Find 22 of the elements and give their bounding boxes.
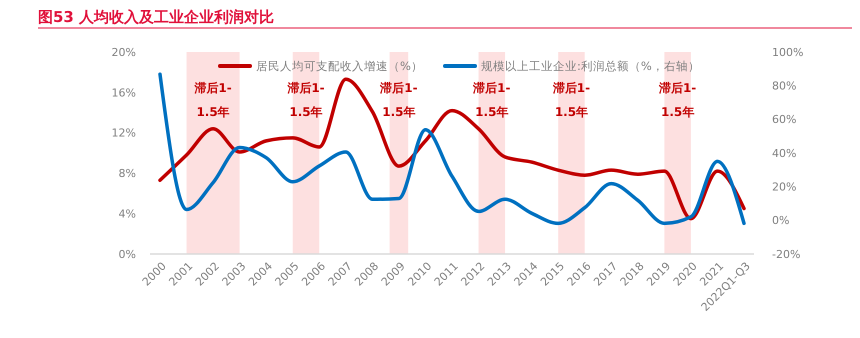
y-tick-label: 16% xyxy=(112,86,136,100)
legend-label: 居民人均可支配收入增速（%） xyxy=(256,59,423,74)
chart-title: 图53 人均收入及工业企业利润对比 xyxy=(38,8,274,26)
y2-tick-label: 20% xyxy=(772,180,796,194)
y-tick-label: 12% xyxy=(112,126,136,140)
y2-tick-label: 80% xyxy=(772,80,796,93)
y2-tick-label: 40% xyxy=(772,146,796,160)
y-tick-label: 8% xyxy=(118,167,136,180)
band-label: 滞后1-1.5年 xyxy=(286,81,325,119)
y-tick-label: 4% xyxy=(118,207,136,220)
band-label: 滞后1-1.5年 xyxy=(472,81,510,119)
band-label: 滞后1-1.5年 xyxy=(379,81,418,119)
band-label: 滞后1-1.5年 xyxy=(193,81,232,119)
band-label: 滞后1-1.5年 xyxy=(658,81,696,119)
legend-label: 规模以上工业企业:利润总额（%，右轴） xyxy=(481,59,700,74)
y2-tick-label: 0% xyxy=(772,214,790,228)
y2-tick-label: -20% xyxy=(772,248,800,261)
y-tick-label: 0% xyxy=(118,248,136,261)
y2-tick-label: 60% xyxy=(772,113,796,126)
y-tick-label: 20% xyxy=(112,46,136,59)
y2-tick-label: 100% xyxy=(772,46,804,59)
band-label: 滞后1-1.5年 xyxy=(552,81,590,119)
